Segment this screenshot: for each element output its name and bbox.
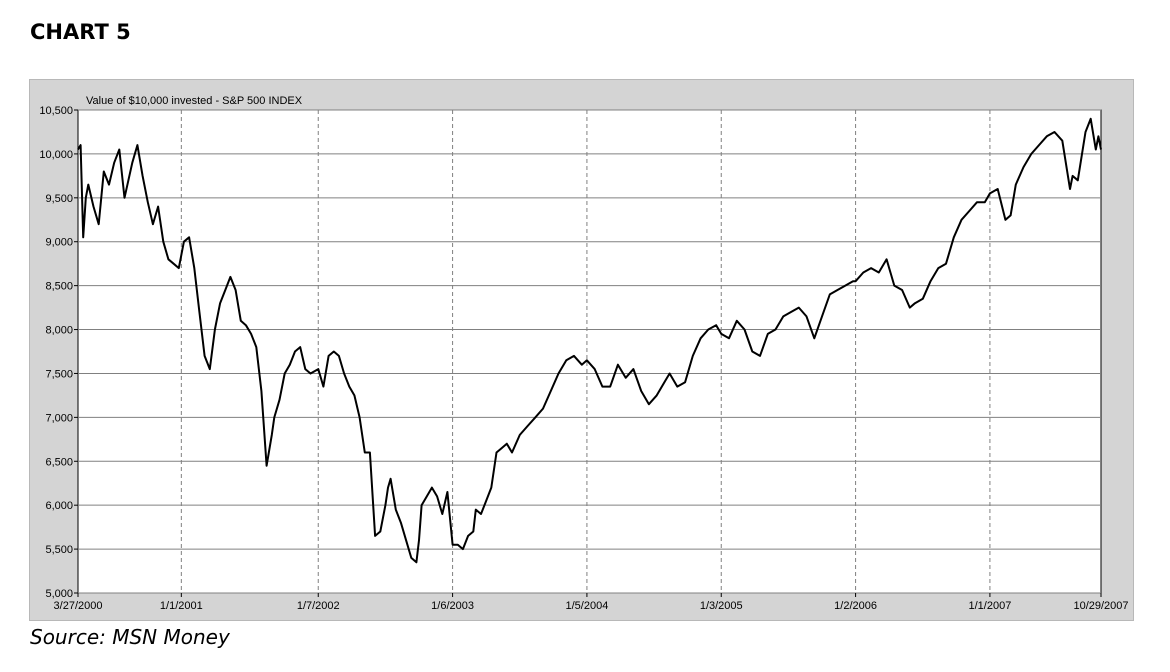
x-tick-label: 1/6/2003 [431,600,474,612]
y-tick-label: 8,500 [45,281,73,293]
x-tick-label: 1/1/2007 [969,600,1012,612]
y-tick-label: 5,500 [45,544,73,556]
axis-layer: 5,000 5,500 6,000 6,500 7,000 7,500 8,000 8,500… [39,105,1128,612]
y-tick-label: 9,500 [45,193,73,205]
y-tick-label: 8,000 [45,325,73,337]
x-tick-label: 1/1/2001 [160,600,203,612]
y-tick-label: 7,000 [45,412,73,424]
series-line [77,117,1102,564]
chart-title: Value of $10,000 invested - S&P 500 INDE… [86,95,303,107]
series-layer [77,117,1102,564]
y-tick-label: 7,500 [45,368,73,380]
y-tick-label: 5,000 [45,588,73,600]
y-tick-label: 10,500 [39,105,73,117]
y-tick-label: 6,500 [45,456,73,468]
x-tick-label: 1/3/2005 [700,600,743,612]
source-note: Source: MSN Money [30,625,230,649]
x-tick-label: 1/7/2002 [297,600,340,612]
y-tick-label: 9,000 [45,237,73,249]
x-tick-label: 1/2/2006 [834,600,877,612]
x-tick-label: 1/5/2004 [566,600,609,612]
y-tick-label: 10,000 [39,149,73,161]
x-tick-label: 3/27/2000 [54,600,103,612]
y-tick-label: 6,000 [45,500,73,512]
plot-area [77,109,1102,594]
chart-heading: CHART 5 [30,20,131,44]
x-tick-label: 10/29/2007 [1073,600,1128,612]
